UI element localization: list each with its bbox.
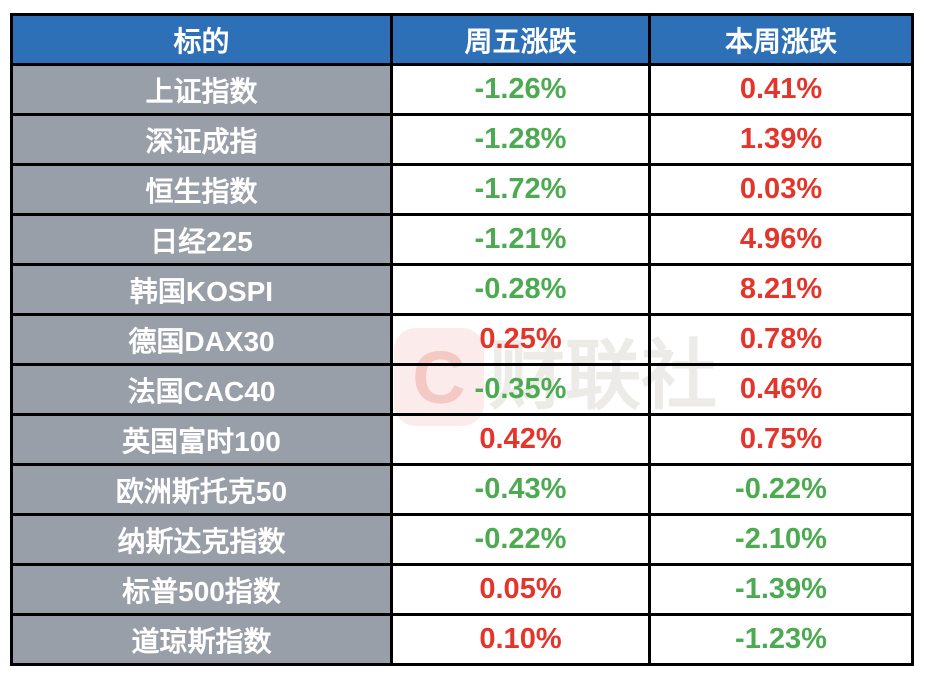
index-name-cell: 德国DAX30 [10,313,393,366]
week-change-cell: 0.78% [648,313,914,366]
index-name-cell: 英国富时100 [10,413,393,466]
column-header-friday-change: 周五涨跌 [390,13,651,66]
week-change-cell: 0.75% [648,413,914,466]
index-name-cell: 标普500指数 [10,563,393,616]
friday-change-cell: 0.10% [390,613,651,666]
week-change-cell: 1.39% [648,113,914,166]
index-name-cell: 韩国KOSPI [10,263,393,316]
column-header-week-change: 本周涨跌 [648,13,914,66]
index-name-cell: 上证指数 [10,63,393,116]
friday-change-cell: -0.43% [390,463,651,516]
friday-change-cell: 0.05% [390,563,651,616]
index-name-cell: 欧洲斯托克50 [10,463,393,516]
table-row: 深证成指 -1.28% 1.39% [10,113,914,166]
table-row: 法国CAC40 -0.35% 0.46% [10,363,914,416]
table-row: 日经225 -1.21% 4.96% [10,213,914,266]
index-name-cell: 纳斯达克指数 [10,513,393,566]
friday-change-cell: -0.22% [390,513,651,566]
week-change-cell: 4.96% [648,213,914,266]
table-row: 恒生指数 -1.72% 0.03% [10,163,914,216]
friday-change-cell: -0.35% [390,363,651,416]
week-change-cell: -1.39% [648,563,914,616]
column-header-target: 标的 [10,13,393,66]
table-row: 纳斯达克指数 -0.22% -2.10% [10,513,914,566]
index-name-cell: 日经225 [10,213,393,266]
table-row: 德国DAX30 0.25% 0.78% [10,313,914,366]
week-change-cell: -1.23% [648,613,914,666]
friday-change-cell: -1.72% [390,163,651,216]
index-name-cell: 恒生指数 [10,163,393,216]
table-row: 韩国KOSPI -0.28% 8.21% [10,263,914,316]
week-change-cell: 0.46% [648,363,914,416]
table-row: 英国富时100 0.42% 0.75% [10,413,914,466]
table-row: 道琼斯指数 0.10% -1.23% [10,613,914,666]
table-row: 标普500指数 0.05% -1.39% [10,563,914,616]
header-row: 标的 周五涨跌 本周涨跌 [10,13,914,66]
index-name-cell: 深证成指 [10,113,393,166]
friday-change-cell: -1.26% [390,63,651,116]
week-change-cell: -2.10% [648,513,914,566]
friday-change-cell: -0.28% [390,263,651,316]
index-name-cell: 法国CAC40 [10,363,393,416]
week-change-cell: 0.03% [648,163,914,216]
friday-change-cell: -1.28% [390,113,651,166]
friday-change-cell: -1.21% [390,213,651,266]
week-change-cell: 8.21% [648,263,914,316]
friday-change-cell: 0.25% [390,313,651,366]
table-row: 欧洲斯托克50 -0.43% -0.22% [10,463,914,516]
index-name-cell: 道琼斯指数 [10,613,393,666]
friday-change-cell: 0.42% [390,413,651,466]
indices-change-table: 标的 周五涨跌 本周涨跌 上证指数 -1.26% 0.41% 深证成指 -1.2… [10,13,914,666]
week-change-cell: -0.22% [648,463,914,516]
week-change-cell: 0.41% [648,63,914,116]
table-row: 上证指数 -1.26% 0.41% [10,63,914,116]
